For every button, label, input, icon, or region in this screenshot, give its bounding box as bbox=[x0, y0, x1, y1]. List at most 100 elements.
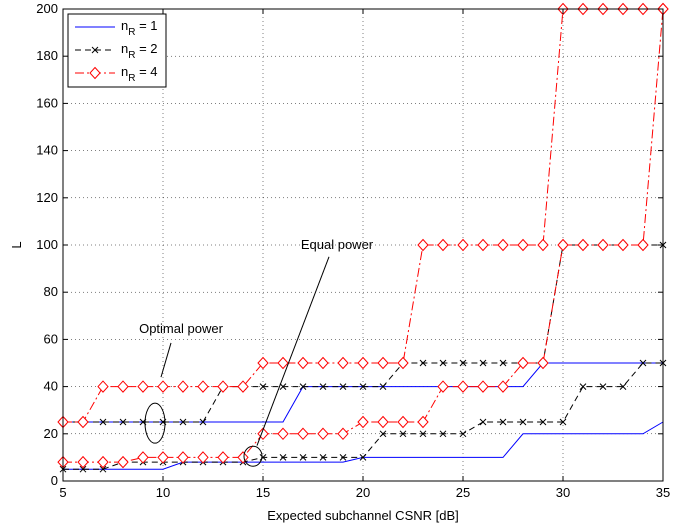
series-layer bbox=[57, 2, 669, 473]
data-point bbox=[419, 430, 427, 438]
y-tick-label: 100 bbox=[36, 237, 58, 252]
data-point bbox=[639, 359, 647, 367]
x-axis-label: Expected subchannel CSNR [dB] bbox=[267, 508, 459, 523]
data-point bbox=[277, 427, 289, 441]
data-point bbox=[77, 415, 89, 429]
legend-label-sub: R bbox=[128, 50, 135, 61]
data-point bbox=[157, 451, 169, 464]
legend-label-rest: = 2 bbox=[135, 41, 157, 56]
data-point bbox=[279, 383, 287, 390]
legend-label-rest: = 1 bbox=[135, 18, 157, 33]
data-point bbox=[299, 383, 307, 390]
data-point bbox=[359, 383, 367, 390]
data-point bbox=[117, 455, 129, 469]
data-point bbox=[457, 238, 469, 252]
data-point bbox=[519, 418, 527, 426]
y-tick-label: 80 bbox=[44, 284, 58, 299]
legend-box bbox=[67, 13, 167, 88]
data-point bbox=[499, 359, 507, 367]
data-point bbox=[177, 380, 189, 393]
data-point bbox=[89, 66, 101, 80]
y-tick-label: 0 bbox=[51, 473, 58, 488]
data-point bbox=[579, 383, 587, 390]
legend-label-main: n bbox=[121, 41, 128, 56]
data-point bbox=[439, 359, 447, 367]
data-point bbox=[379, 430, 387, 438]
data-point bbox=[339, 454, 347, 461]
data-point bbox=[91, 46, 99, 54]
data-point bbox=[117, 380, 129, 393]
data-point bbox=[479, 418, 487, 426]
data-point bbox=[99, 418, 107, 426]
data-point bbox=[437, 238, 449, 252]
data-point bbox=[339, 383, 347, 390]
data-point bbox=[377, 415, 389, 429]
legend-label: nR = 2 bbox=[121, 41, 158, 61]
data-point bbox=[297, 427, 309, 441]
data-point bbox=[419, 359, 427, 367]
data-point bbox=[237, 451, 249, 464]
annotation-text: Optimal power bbox=[139, 321, 223, 336]
annotation-ellipse bbox=[144, 402, 166, 444]
legend-item-1: nR = 1 bbox=[75, 18, 158, 38]
y-tick-label: 60 bbox=[44, 331, 58, 346]
data-point bbox=[399, 430, 407, 438]
data-point bbox=[537, 356, 549, 370]
data-point bbox=[199, 418, 207, 426]
x-tick-label: 35 bbox=[656, 485, 670, 500]
data-point bbox=[119, 418, 127, 426]
legend-item-2: nR = 2 bbox=[75, 41, 158, 61]
data-point bbox=[217, 380, 229, 393]
data-point bbox=[477, 238, 489, 252]
data-point bbox=[539, 418, 547, 426]
data-point bbox=[237, 380, 249, 393]
y-tick-label: 20 bbox=[44, 426, 58, 441]
data-point bbox=[337, 356, 349, 370]
data-point bbox=[257, 356, 269, 370]
data-point bbox=[279, 454, 287, 461]
data-point bbox=[619, 383, 627, 390]
data-point bbox=[517, 356, 529, 370]
data-point bbox=[319, 454, 327, 461]
legend: nR = 1nR = 2nR = 4 bbox=[67, 13, 167, 88]
data-point bbox=[79, 465, 87, 473]
data-point bbox=[197, 380, 209, 393]
data-point bbox=[379, 383, 387, 390]
x-tick-label: 15 bbox=[256, 485, 270, 500]
data-point bbox=[299, 454, 307, 461]
x-tick-label: 20 bbox=[356, 485, 370, 500]
x-tick-label: 10 bbox=[156, 485, 170, 500]
data-point bbox=[217, 451, 229, 464]
data-point bbox=[577, 238, 589, 252]
legend-item-3: nR = 4 bbox=[75, 64, 158, 84]
legend-label: nR = 1 bbox=[121, 18, 158, 38]
data-point bbox=[177, 451, 189, 464]
data-point bbox=[437, 380, 449, 393]
data-point bbox=[599, 383, 607, 390]
data-point bbox=[179, 418, 187, 426]
series-3 bbox=[57, 2, 669, 469]
data-point bbox=[477, 380, 489, 393]
y-tick-label: 140 bbox=[36, 143, 58, 158]
y-tick-label: 180 bbox=[36, 48, 58, 63]
data-point bbox=[319, 383, 327, 390]
data-point bbox=[439, 430, 447, 438]
legend-label-rest: = 4 bbox=[135, 64, 157, 79]
data-point bbox=[97, 455, 109, 469]
data-point bbox=[277, 356, 289, 370]
y-tick-label: 160 bbox=[36, 95, 58, 110]
data-point bbox=[537, 238, 549, 252]
x-tick-label: 5 bbox=[59, 485, 66, 500]
data-point bbox=[359, 454, 367, 461]
data-point bbox=[457, 380, 469, 393]
data-point bbox=[317, 427, 329, 441]
data-point bbox=[559, 418, 567, 426]
data-point bbox=[497, 380, 509, 393]
y-tick-label: 200 bbox=[36, 1, 58, 16]
data-point bbox=[157, 380, 169, 393]
data-point bbox=[417, 415, 429, 429]
data-point bbox=[259, 454, 267, 461]
data-point bbox=[459, 430, 467, 438]
data-point bbox=[397, 415, 409, 429]
data-point bbox=[357, 356, 369, 370]
